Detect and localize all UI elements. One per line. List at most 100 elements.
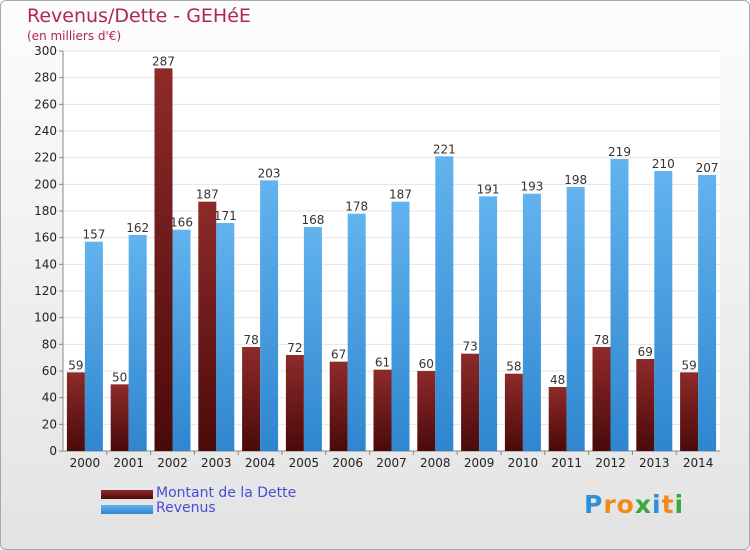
value-label-revenus: 178 [345, 200, 368, 214]
value-label-dette: 187 [196, 188, 219, 202]
value-label-revenus: 221 [433, 142, 456, 156]
x-tick-label: 2005 [289, 456, 320, 470]
value-label-dette: 48 [550, 373, 565, 387]
value-label-dette: 60 [419, 357, 434, 371]
bar-revenus [610, 159, 629, 451]
y-tick-label: 300 [34, 44, 57, 58]
value-label-dette: 61 [375, 356, 390, 370]
bar-revenus [522, 193, 541, 451]
bar-revenus [347, 213, 366, 451]
y-tick-label: 80 [42, 337, 57, 351]
value-label-dette: 287 [152, 54, 175, 68]
bar-dette [461, 353, 480, 451]
value-label-dette: 69 [638, 345, 653, 359]
y-tick-label: 280 [34, 71, 57, 85]
x-tick-label: 2011 [551, 456, 582, 470]
bar-dette [592, 347, 611, 451]
x-tick-label: 2000 [70, 456, 101, 470]
value-label-dette: 50 [112, 370, 127, 384]
value-label-revenus: 157 [82, 228, 105, 242]
x-tick-label: 2007 [376, 456, 407, 470]
chart-title: Revenus/Dette - GEHéE [27, 5, 251, 27]
value-label-dette: 58 [506, 360, 521, 374]
bar-dette [329, 361, 348, 451]
y-tick-label: 220 [34, 151, 57, 165]
value-label-dette: 59 [68, 358, 83, 372]
bar-revenus [128, 235, 147, 451]
value-label-revenus: 168 [301, 213, 324, 227]
x-tick-label: 2012 [595, 456, 626, 470]
value-label-dette: 78 [594, 333, 609, 347]
legend-label-revenus: Revenus [156, 500, 216, 516]
value-label-revenus: 203 [258, 166, 281, 180]
x-tick-label: 2009 [464, 456, 495, 470]
bar-dette [198, 201, 217, 451]
legend-swatch-dette [101, 490, 153, 499]
value-label-dette: 72 [287, 341, 302, 355]
y-tick-label: 180 [34, 204, 57, 218]
bar-revenus [84, 241, 103, 451]
value-label-dette: 67 [331, 348, 346, 362]
value-label-revenus: 207 [696, 161, 719, 175]
bar-revenus [566, 187, 585, 451]
value-label-revenus: 171 [214, 209, 237, 223]
logo-letter: o [616, 490, 635, 519]
x-tick-label: 2003 [201, 456, 232, 470]
value-label-revenus: 162 [126, 221, 149, 235]
bar-revenus [479, 196, 498, 451]
value-label-dette: 73 [462, 340, 477, 354]
y-tick-label: 160 [34, 231, 57, 245]
logo-letter: P [584, 490, 604, 519]
bar-dette [66, 372, 85, 451]
x-tick-label: 2013 [639, 456, 670, 470]
bar-dette [417, 371, 436, 451]
value-label-revenus: 210 [652, 157, 675, 171]
bar-revenus [391, 201, 410, 451]
bar-revenus [654, 171, 673, 451]
y-tick-label: 240 [34, 124, 57, 138]
y-tick-label: 200 [34, 177, 57, 191]
bar-dette [548, 387, 567, 451]
bar-dette [373, 369, 392, 451]
logo-letter: i [652, 490, 662, 519]
bar-dette [285, 355, 304, 451]
legend-label-dette: Montant de la Dette [156, 485, 297, 501]
logo-letter: r [603, 490, 617, 519]
x-tick-label: 2002 [157, 456, 188, 470]
value-label-revenus: 191 [477, 182, 500, 196]
x-tick-label: 2010 [508, 456, 539, 470]
bar-dette [504, 373, 523, 451]
bar-revenus [698, 175, 717, 451]
y-tick-label: 100 [34, 311, 57, 325]
y-tick-label: 140 [34, 257, 57, 271]
bar-dette [110, 384, 129, 451]
bar-revenus [303, 227, 322, 451]
x-tick-label: 2004 [245, 456, 276, 470]
y-tick-label: 40 [42, 391, 57, 405]
value-label-revenus: 193 [520, 180, 543, 194]
logo-letter: t [661, 490, 675, 519]
y-tick-label: 60 [42, 364, 57, 378]
value-label-revenus: 166 [170, 216, 193, 230]
y-tick-label: 20 [42, 417, 57, 431]
bar-revenus [216, 223, 235, 451]
value-label-revenus: 198 [564, 173, 587, 187]
bar-dette [680, 372, 699, 451]
y-tick-label: 260 [34, 97, 57, 111]
proxiti-logo: Proxiti [584, 490, 684, 519]
logo-letter: x [634, 490, 652, 519]
value-label-dette: 78 [243, 333, 258, 347]
x-tick-label: 2014 [683, 456, 714, 470]
x-tick-label: 2008 [420, 456, 451, 470]
bar-dette [636, 359, 655, 451]
y-tick-label: 0 [49, 444, 57, 458]
bar-revenus [260, 180, 279, 452]
bar-dette [154, 68, 173, 451]
value-label-dette: 59 [681, 358, 696, 372]
x-tick-label: 2001 [113, 456, 144, 470]
value-label-revenus: 219 [608, 145, 631, 159]
y-tick-label: 120 [34, 284, 57, 298]
bar-revenus [172, 229, 191, 451]
